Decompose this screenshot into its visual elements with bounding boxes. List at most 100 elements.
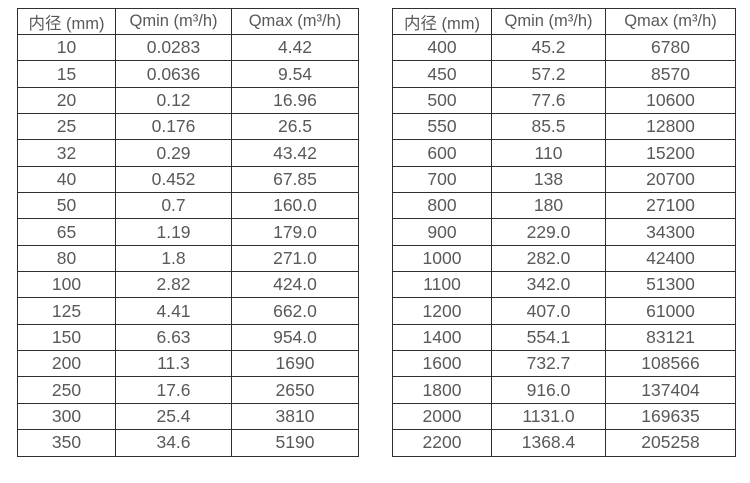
table-cell: 1600 xyxy=(392,350,492,378)
table-cell: 0.29 xyxy=(115,139,232,167)
table-row: 125 4.41 662.0 xyxy=(17,297,359,325)
table-cell: 137404 xyxy=(605,376,736,404)
table-cell: 12800 xyxy=(605,113,736,141)
table-cell: 61000 xyxy=(605,297,736,325)
table-cell: 1690 xyxy=(231,350,359,378)
table-cell: 83121 xyxy=(605,323,736,352)
table-cell: 110 xyxy=(491,139,606,167)
table-cell: 10 xyxy=(17,33,116,62)
table-cell: 50 xyxy=(17,192,116,220)
table-cell: 300 xyxy=(17,402,116,431)
table-row: 2200 1368.4 205258 xyxy=(392,429,736,457)
table-row: 65 1.19 179.0 xyxy=(17,218,359,246)
table-row: 1000 282.0 42400 xyxy=(392,244,736,273)
table-cell: 800 xyxy=(392,192,492,220)
table-cell: 916.0 xyxy=(491,376,606,404)
table-cell: 1.19 xyxy=(115,218,232,246)
table-cell: 0.176 xyxy=(115,113,232,141)
table-cell: 271.0 xyxy=(231,244,359,273)
table-cell: 9.54 xyxy=(231,60,359,88)
table-row: 450 57.2 8570 xyxy=(392,60,736,88)
table-cell: 1800 xyxy=(392,376,492,404)
table-cell: 5190 xyxy=(231,429,359,457)
table-row: 50 0.7 160.0 xyxy=(17,192,359,220)
table-cell: 2200 xyxy=(392,429,492,457)
table-cell: 15200 xyxy=(605,139,736,167)
table-cell: 45.2 xyxy=(491,33,606,62)
table-row: 25 0.176 26.5 xyxy=(17,113,359,141)
table-row: 400 45.2 6780 xyxy=(392,33,736,62)
table-cell: 6780 xyxy=(605,33,736,62)
table-row: 250 17.6 2650 xyxy=(17,376,359,404)
table-cell: 250 xyxy=(17,376,116,404)
table-cell: 10600 xyxy=(605,86,736,115)
table-cell: 67.85 xyxy=(231,165,359,194)
table-cell: 2.82 xyxy=(115,271,232,299)
table-cell: 138 xyxy=(491,165,606,194)
table-row: 800 180 27100 xyxy=(392,192,736,220)
table-cell: 42400 xyxy=(605,244,736,273)
column-header: 内径 (mm) xyxy=(17,8,116,35)
table-cell: 108566 xyxy=(605,350,736,378)
table-cell: 350 xyxy=(17,429,116,457)
table-cell: 77.6 xyxy=(491,86,606,115)
table-row: 1800 916.0 137404 xyxy=(392,376,736,404)
table-cell: 1400 xyxy=(392,323,492,352)
table-row: 350 34.6 5190 xyxy=(17,429,359,457)
table-cell: 4.42 xyxy=(231,33,359,62)
table-cell: 732.7 xyxy=(491,350,606,378)
table-cell: 40 xyxy=(17,165,116,194)
table-row: 700 138 20700 xyxy=(392,165,736,194)
table-cell: 229.0 xyxy=(491,218,606,246)
table-cell: 1200 xyxy=(392,297,492,325)
table-cell: 27100 xyxy=(605,192,736,220)
table-cell: 0.452 xyxy=(115,165,232,194)
table-cell: 169635 xyxy=(605,402,736,431)
table-cell: 85.5 xyxy=(491,113,606,141)
table-cell: 0.0283 xyxy=(115,33,232,62)
table-cell: 160.0 xyxy=(231,192,359,220)
table-cell: 57.2 xyxy=(491,60,606,88)
table-cell: 0.0636 xyxy=(115,60,232,88)
table-row: 1200 407.0 61000 xyxy=(392,297,736,325)
table-row: 300 25.4 3810 xyxy=(17,402,359,431)
flow-table-small-diameters: 内径 (mm) Qmin (m³/h) Qmax (m³/h) 10 0.0283 4.4… xyxy=(17,8,359,457)
table-cell: 15 xyxy=(17,60,116,88)
table-cell: 179.0 xyxy=(231,218,359,246)
table-cell: 1368.4 xyxy=(491,429,606,457)
table-row: 600 110 15200 xyxy=(392,139,736,167)
table-cell: 400 xyxy=(392,33,492,62)
table-cell: 150 xyxy=(17,323,116,352)
table-cell: 80 xyxy=(17,244,116,273)
table-cell: 1.8 xyxy=(115,244,232,273)
table-cell: 700 xyxy=(392,165,492,194)
table-cell: 34.6 xyxy=(115,429,232,457)
table-cell: 407.0 xyxy=(491,297,606,325)
column-header: Qmax (m³/h) xyxy=(231,8,359,35)
table-cell: 500 xyxy=(392,86,492,115)
table-row: 20 0.12 16.96 xyxy=(17,86,359,115)
column-header: Qmin (m³/h) xyxy=(115,8,232,35)
table-cell: 17.6 xyxy=(115,376,232,404)
table-row: 900 229.0 34300 xyxy=(392,218,736,246)
table-cell: 3810 xyxy=(231,402,359,431)
table-cell: 180 xyxy=(491,192,606,220)
table-row: 40 0.452 67.85 xyxy=(17,165,359,194)
table-row: 10 0.0283 4.42 xyxy=(17,33,359,62)
column-header: Qmax (m³/h) xyxy=(605,8,736,35)
table-cell: 0.12 xyxy=(115,86,232,115)
table-cell: 2650 xyxy=(231,376,359,404)
table-cell: 8570 xyxy=(605,60,736,88)
table-row: 1100 342.0 51300 xyxy=(392,271,736,299)
table-cell: 424.0 xyxy=(231,271,359,299)
table-cell: 1131.0 xyxy=(491,402,606,431)
header-row: 内径 (mm) Qmin (m³/h) Qmax (m³/h) xyxy=(17,8,359,35)
table-cell: 34300 xyxy=(605,218,736,246)
table-cell: 100 xyxy=(17,271,116,299)
table-row: 100 2.82 424.0 xyxy=(17,271,359,299)
table-cell: 200 xyxy=(17,350,116,378)
flow-table-large-diameters: 内径 (mm) Qmin (m³/h) Qmax (m³/h) 400 45.2 6780… xyxy=(392,8,736,457)
table-row: 15 0.0636 9.54 xyxy=(17,60,359,88)
table-cell: 4.41 xyxy=(115,297,232,325)
table-cell: 32 xyxy=(17,139,116,167)
